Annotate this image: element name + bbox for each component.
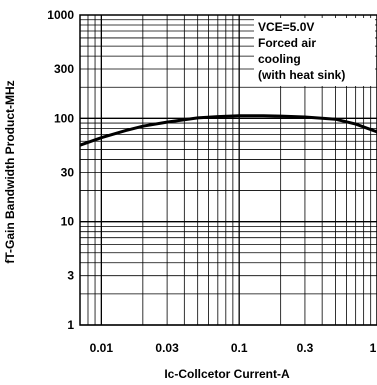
y-tick-label: 10 xyxy=(61,215,75,229)
plot-frame xyxy=(79,14,377,326)
annotation-line: cooling xyxy=(258,52,301,66)
annotation: VCE=5.0V Forced air cooling (with heat sink… xyxy=(254,18,375,86)
annotation-line: (with heat sink) xyxy=(258,68,345,82)
x-tick-label: 0.01 xyxy=(90,341,114,355)
series-line xyxy=(79,114,377,147)
x-tick-label: 0.3 xyxy=(297,341,314,355)
y-axis-ticks: 1 3 10 30 100 300 1000 xyxy=(47,8,74,332)
x-axis-title: Ic-Collcetor Current-A xyxy=(164,367,290,381)
y-tick-label: 30 xyxy=(61,165,75,179)
y-tick-label: 1 xyxy=(67,318,74,332)
y-tick-label: 100 xyxy=(54,111,74,125)
annotation-line: VCE=5.0V xyxy=(258,20,314,34)
x-axis-ticks: 0.01 0.03 0.1 0.3 1 xyxy=(90,341,377,355)
y-tick-label: 3 xyxy=(67,269,74,283)
y-tick-label: 1000 xyxy=(47,8,74,22)
y-axis-title: fT-Gain Bandwidth Product-MHz xyxy=(3,80,17,263)
x-tick-label: 0.03 xyxy=(155,341,179,355)
annotation-line: Forced air xyxy=(258,36,316,50)
x-tick-label: 1 xyxy=(370,341,377,355)
y-tick-label: 300 xyxy=(54,62,74,76)
x-tick-label: 0.1 xyxy=(231,341,248,355)
annotation-background xyxy=(254,18,375,86)
